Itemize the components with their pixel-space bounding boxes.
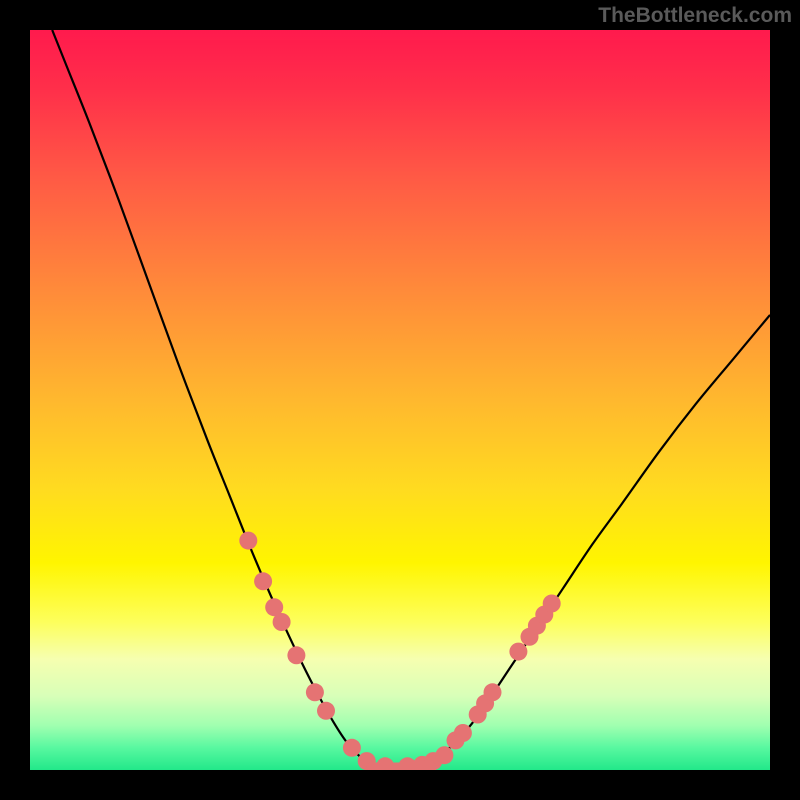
data-point: [509, 643, 527, 661]
watermark-label: TheBottleneck.com: [598, 4, 792, 28]
data-points-layer: [30, 30, 770, 770]
data-point: [484, 683, 502, 701]
plot-area: [30, 30, 770, 770]
data-point: [273, 613, 291, 631]
data-point: [239, 532, 257, 550]
data-point: [287, 646, 305, 664]
data-point: [254, 572, 272, 590]
data-point: [454, 724, 472, 742]
data-point: [543, 595, 561, 613]
data-point: [435, 746, 453, 764]
bottom-flat-segment: [367, 763, 437, 770]
data-point: [343, 739, 361, 757]
data-point: [306, 683, 324, 701]
data-point: [317, 702, 335, 720]
